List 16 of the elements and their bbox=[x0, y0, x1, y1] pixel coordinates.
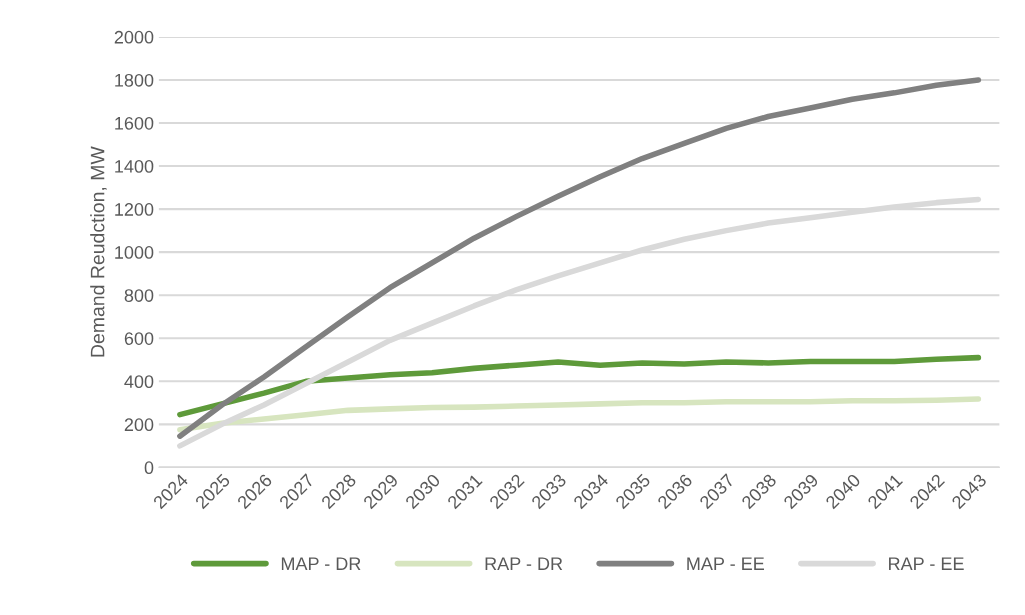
legend-label: RAP - DR bbox=[485, 557, 563, 570]
y-tick-label: 1200 bbox=[115, 203, 154, 216]
y-axis-title: Demand Reudction, MW bbox=[90, 146, 107, 357]
y-tick-label: 1000 bbox=[115, 246, 154, 259]
y-tick-label: 600 bbox=[124, 332, 154, 345]
y-tick-label: 800 bbox=[124, 289, 154, 302]
y-tick-label: 1400 bbox=[115, 159, 154, 173]
legend-label: RAP - EE bbox=[889, 557, 964, 570]
y-tick-label: 0 bbox=[144, 461, 154, 475]
y-tick-label: 1800 bbox=[115, 73, 154, 87]
y-tick-label: 400 bbox=[124, 375, 154, 389]
legend-label: MAP - DR bbox=[281, 557, 361, 570]
y-tick-label: 1600 bbox=[115, 116, 154, 130]
legend-label: MAP - EE bbox=[687, 557, 765, 570]
y-tick-label: 200 bbox=[124, 418, 154, 432]
y-tick-label: 2000 bbox=[114, 30, 154, 44]
